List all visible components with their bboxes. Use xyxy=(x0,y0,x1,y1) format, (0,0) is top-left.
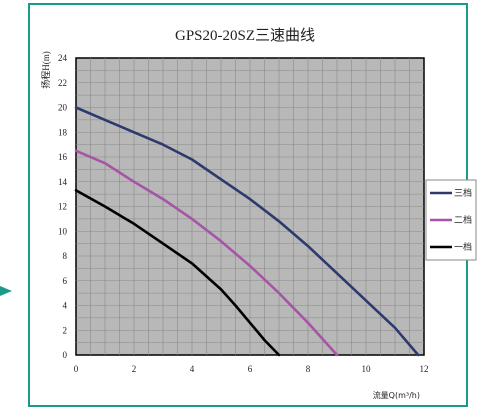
y-tick-label: 6 xyxy=(63,276,68,286)
arrow-marker xyxy=(0,286,12,296)
y-tick-label: 8 xyxy=(63,251,68,261)
x-tick-label: 0 xyxy=(74,364,79,374)
y-tick-label: 18 xyxy=(58,127,68,137)
x-tick-label: 12 xyxy=(420,364,429,374)
y-tick-label: 20 xyxy=(58,103,68,113)
series-line xyxy=(74,189,281,357)
y-tick-label: 10 xyxy=(58,226,68,236)
y-tick-label: 16 xyxy=(58,152,68,162)
x-tick-label: 10 xyxy=(362,364,372,374)
x-tick-label: 2 xyxy=(132,364,137,374)
y-tick-label: 4 xyxy=(63,301,68,311)
chart-title: GPS20-20SZ三速曲线 xyxy=(175,27,315,44)
y-tick-label: 2 xyxy=(63,325,68,335)
x-axis-label: 流量Q(m³/h) xyxy=(373,390,420,400)
y-tick-label: 24 xyxy=(58,53,68,63)
y-tick-label: 22 xyxy=(58,78,67,88)
legend-label: 二档 xyxy=(454,214,472,225)
series-line xyxy=(74,149,339,357)
y-tick-label: 12 xyxy=(58,202,67,212)
legend-label: 三档 xyxy=(454,187,472,198)
y-tick-label: 14 xyxy=(58,177,68,187)
x-tick-label: 6 xyxy=(248,364,253,374)
legend-label: 一档 xyxy=(454,241,472,252)
series-line xyxy=(74,106,420,357)
grid-lines xyxy=(76,58,424,355)
y-tick-label: 0 xyxy=(63,350,68,360)
y-axis-label: 扬程H(m) xyxy=(40,51,51,89)
x-tick-label: 8 xyxy=(306,364,311,374)
x-tick-label: 4 xyxy=(190,364,195,374)
series-lines xyxy=(74,106,420,357)
